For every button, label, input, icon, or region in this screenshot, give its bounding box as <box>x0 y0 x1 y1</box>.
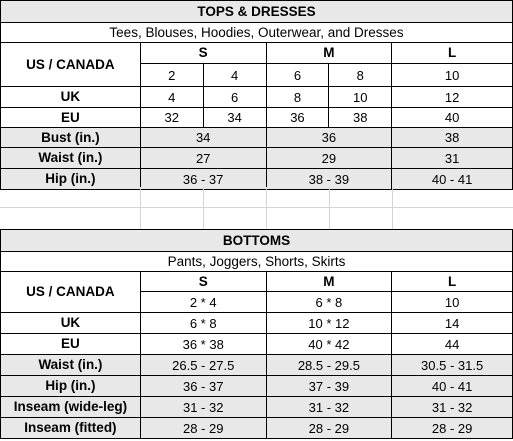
bottoms-waist-value: 28.5 - 29.5 <box>265 354 393 376</box>
bottoms-uk-value: 10 * 12 <box>265 312 393 334</box>
bottoms-uk-value: 14 <box>391 312 513 334</box>
tops-eu-value: 38 <box>328 107 393 128</box>
bottoms-inseam-wide-value: 31 - 32 <box>391 396 513 418</box>
bottoms-us-value: 10 <box>391 291 513 313</box>
tops-us-value: 10 <box>391 63 513 87</box>
bottoms-inseam-fitted-value: 28 - 29 <box>265 417 393 439</box>
bottoms-region-label: US / CANADA <box>0 271 141 313</box>
bottoms-hip-label: Hip (in.) <box>0 375 141 397</box>
tops-bust-value: 36 <box>265 127 393 148</box>
bottoms-size-s: S <box>139 271 267 292</box>
bottoms-inseam-fitted-value: 28 - 29 <box>391 417 513 439</box>
tops-waist-value: 27 <box>139 147 267 169</box>
tops-waist-value: 31 <box>391 147 513 169</box>
tops-title: TOPS & DRESSES <box>0 0 513 23</box>
bottoms-inseam-wide-value: 31 - 32 <box>139 396 267 418</box>
bottoms-inseam-fitted-label: Inseam (fitted) <box>0 417 141 439</box>
bottoms-size-l: L <box>391 271 513 292</box>
tops-us-value: 2 <box>139 63 204 87</box>
tops-eu-value: 40 <box>391 107 513 128</box>
tops-bust-label: Bust (in.) <box>0 127 141 148</box>
bottoms-waist-value: 26.5 - 27.5 <box>139 354 267 376</box>
bottoms-size-m: M <box>265 271 393 292</box>
spreadsheet-gap-rows <box>0 187 513 229</box>
tops-eu-value: 36 <box>265 107 330 128</box>
tops-us-value: 4 <box>202 63 267 87</box>
tops-waist-value: 29 <box>265 147 393 169</box>
tops-eu-value: 34 <box>202 107 267 128</box>
tops-waist-label: Waist (in.) <box>0 147 141 169</box>
bottoms-hip-value: 40 - 41 <box>391 375 513 397</box>
tops-subtitle: Tees, Blouses, Hoodies, Outerwear, and D… <box>0 22 513 43</box>
tops-uk-value: 10 <box>328 86 393 108</box>
tops-bust-value: 38 <box>391 127 513 148</box>
bottoms-title: BOTTOMS <box>0 229 513 252</box>
bottoms-uk-value: 6 * 8 <box>139 312 267 334</box>
bottoms-us-value: 2 * 4 <box>139 291 267 313</box>
tops-size-s: S <box>139 42 267 64</box>
tops-uk-value: 8 <box>265 86 330 108</box>
bottoms-size-table: BOTTOMS Pants, Joggers, Shorts, Skirts U… <box>0 229 513 439</box>
bottoms-inseam-wide-label: Inseam (wide-leg) <box>0 396 141 418</box>
tops-size-m: M <box>265 42 393 64</box>
bottoms-subtitle: Pants, Joggers, Shorts, Skirts <box>0 251 513 272</box>
bottoms-hip-value: 36 - 37 <box>139 375 267 397</box>
bottoms-hip-value: 37 - 39 <box>265 375 393 397</box>
bottoms-eu-value: 44 <box>391 333 513 355</box>
tops-size-table: TOPS & DRESSES Tees, Blouses, Hoodies, O… <box>0 0 513 190</box>
tops-hip-value: 38 - 39 <box>265 168 393 190</box>
tops-eu-value: 32 <box>139 107 204 128</box>
tops-size-l: L <box>391 42 513 64</box>
bottoms-eu-label: EU <box>0 333 141 355</box>
tops-region-label: US / CANADA <box>0 42 141 87</box>
bottoms-waist-value: 30.5 - 31.5 <box>391 354 513 376</box>
bottoms-uk-label: UK <box>0 312 141 334</box>
tops-uk-label: UK <box>0 86 141 108</box>
bottoms-us-value: 6 * 8 <box>265 291 393 313</box>
tops-hip-value: 40 - 41 <box>391 168 513 190</box>
bottoms-eu-value: 36 * 38 <box>139 333 267 355</box>
tops-us-value: 8 <box>328 63 393 87</box>
tops-eu-label: EU <box>0 107 141 128</box>
tops-us-value: 6 <box>265 63 330 87</box>
tops-uk-value: 4 <box>139 86 204 108</box>
bottoms-waist-label: Waist (in.) <box>0 354 141 376</box>
tops-uk-value: 6 <box>202 86 267 108</box>
tops-uk-value: 12 <box>391 86 513 108</box>
bottoms-eu-value: 40 * 42 <box>265 333 393 355</box>
tops-bust-value: 34 <box>139 127 267 148</box>
bottoms-inseam-fitted-value: 28 - 29 <box>139 417 267 439</box>
bottoms-inseam-wide-value: 31 - 32 <box>265 396 393 418</box>
tops-hip-label: Hip (in.) <box>0 168 141 190</box>
